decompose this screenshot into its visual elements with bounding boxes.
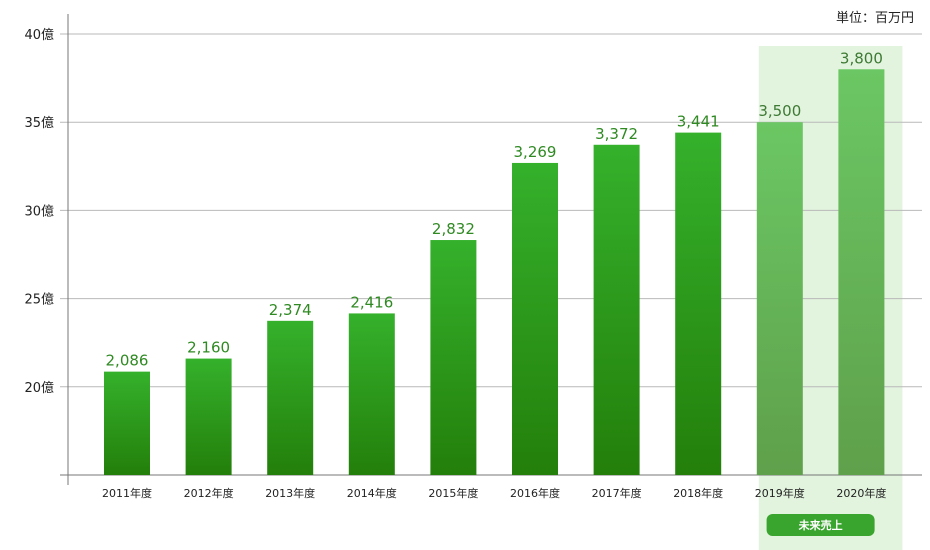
y-tick-label: 30億 [24, 203, 54, 219]
x-tick-label: 2012年度 [184, 486, 234, 500]
y-tick-label: 20億 [24, 380, 54, 396]
x-tick-label: 2019年度 [755, 486, 805, 500]
x-tick-label: 2015年度 [428, 486, 478, 500]
x-tick-label: 2014年度 [347, 486, 397, 500]
x-tick-label: 2011年度 [102, 486, 152, 500]
data-label: 3,800 [840, 49, 883, 67]
bar [430, 240, 477, 475]
x-tick-label: 2020年度 [836, 486, 886, 500]
bar [348, 313, 395, 475]
x-tick-label: 2017年度 [592, 486, 642, 500]
data-label: 2,832 [432, 220, 475, 238]
bar [185, 358, 232, 475]
forecast-bar [838, 69, 885, 475]
bar [104, 371, 150, 475]
bar [675, 132, 722, 475]
y-tick-label: 25億 [24, 292, 54, 308]
bar [512, 162, 558, 475]
data-label: 2,160 [187, 339, 230, 357]
forecast-badge-label: 未来売上 [798, 518, 843, 532]
data-label: 3,441 [677, 113, 720, 131]
x-tick-label: 2016年度 [510, 486, 560, 500]
data-label: 2,416 [350, 293, 393, 311]
y-tick-label: 40億 [24, 27, 54, 43]
x-tick-label: 2018年度 [673, 486, 723, 500]
data-label: 2,374 [269, 301, 312, 319]
data-label: 3,372 [595, 125, 638, 143]
data-label: 3,500 [758, 102, 801, 120]
data-label: 3,269 [514, 143, 557, 161]
forecast-bar [756, 122, 803, 475]
unit-label: 単位：百万円 [835, 11, 914, 26]
data-label: 2,086 [106, 352, 149, 370]
bar [593, 144, 640, 475]
y-tick-label: 35億 [24, 115, 54, 131]
forecast-badge [766, 514, 875, 536]
x-tick-label: 2013年度 [265, 486, 315, 500]
bar [267, 320, 314, 475]
